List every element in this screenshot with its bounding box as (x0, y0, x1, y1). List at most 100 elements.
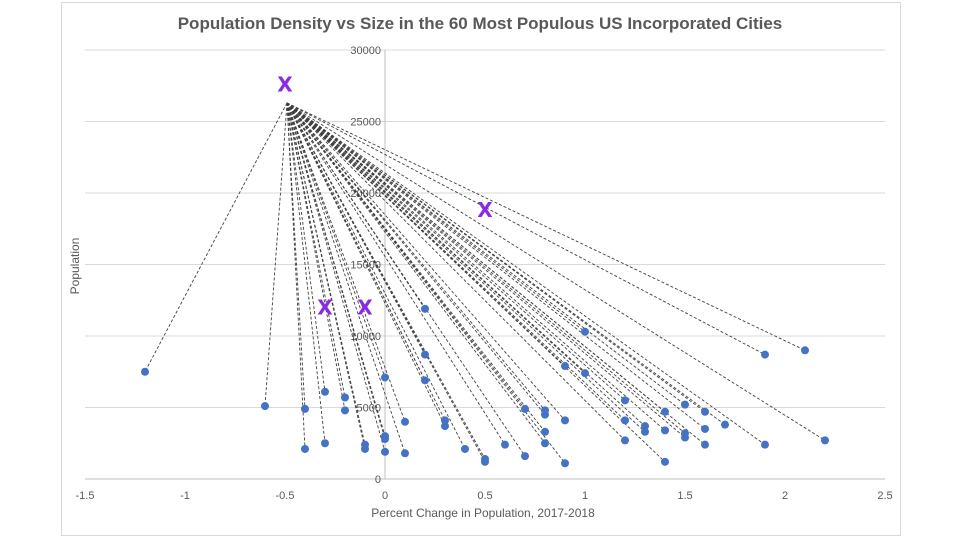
data-point-5 (321, 439, 329, 448)
connector-line-37 (286, 102, 626, 421)
data-point-32 (561, 416, 569, 425)
data-point-39 (641, 422, 649, 431)
data-point-0 (141, 367, 149, 376)
data-point-31 (561, 362, 569, 371)
connector-line-7 (286, 102, 346, 411)
data-point-53 (801, 346, 809, 355)
chart-area (61, 2, 901, 536)
data-point-7 (341, 406, 349, 415)
connector-line-15 (286, 102, 406, 454)
connector-line-33 (286, 102, 566, 464)
data-point-36 (621, 396, 629, 405)
data-point-51 (761, 350, 769, 359)
connector-line-54 (286, 102, 826, 441)
connector-line-36 (286, 102, 626, 401)
data-point-34 (581, 327, 589, 336)
data-point-23 (481, 457, 489, 466)
y-tick-label-3: 15000 (350, 260, 381, 272)
connector-line-12 (286, 102, 386, 440)
x-tick-label-7: 2 (782, 490, 788, 502)
connector-line-10 (286, 102, 386, 378)
connector-line-4 (286, 102, 326, 392)
connector-line-17 (286, 102, 426, 355)
data-point-38 (621, 436, 629, 445)
data-point-48 (701, 424, 709, 433)
x-tick-label-8: 2.5 (877, 490, 892, 502)
connector-line-32 (286, 102, 566, 421)
connector-line-27 (286, 102, 546, 411)
connector-line-38 (286, 102, 626, 441)
data-point-10 (381, 373, 389, 382)
data-point-14 (401, 417, 409, 426)
data-point-50 (721, 420, 729, 429)
connector-line-23 (286, 102, 486, 463)
data-point-18 (421, 376, 429, 385)
connector-line-5 (286, 102, 326, 444)
data-point-33 (561, 459, 569, 468)
connector-line-40 (286, 102, 646, 433)
connector-line-52 (286, 102, 766, 446)
cross-marker-3: X (357, 295, 373, 319)
data-point-9 (361, 444, 369, 453)
connector-line-0 (144, 102, 288, 372)
data-point-47 (701, 407, 709, 416)
connector-line-48 (286, 102, 706, 430)
y-tick-label-6: 30000 (350, 45, 381, 57)
x-tick-label-4: 0.5 (477, 490, 492, 502)
connector-line-19 (286, 102, 446, 421)
connector-line-51 (286, 102, 766, 355)
data-point-43 (661, 457, 669, 466)
connector-line-13 (286, 102, 386, 452)
data-point-37 (621, 416, 629, 425)
data-point-15 (401, 449, 409, 458)
data-point-13 (381, 447, 389, 456)
chart-title: Population Density vs Size in the 60 Mos… (177, 14, 783, 33)
data-point-16 (421, 304, 429, 313)
data-point-20 (441, 422, 449, 431)
connector-line-29 (286, 102, 546, 433)
y-tick-label-5: 25000 (350, 117, 381, 129)
data-point-28 (541, 410, 549, 419)
connector-line-24 (286, 102, 506, 445)
connector-line-42 (286, 102, 666, 431)
data-point-29 (541, 427, 549, 436)
data-point-24 (501, 440, 509, 449)
data-point-52 (761, 440, 769, 449)
data-point-25 (521, 404, 529, 413)
y-tick-label-0: 0 (375, 474, 381, 486)
x-axis-title: Percent Change in Population, 2017-2018 (371, 506, 595, 520)
connector-line-8 (286, 102, 366, 445)
connector-line-3 (286, 102, 306, 449)
x-tick-label-5: 1 (582, 490, 588, 502)
data-point-35 (581, 369, 589, 378)
connector-line-46 (286, 102, 686, 438)
data-point-21 (461, 444, 469, 453)
data-point-42 (661, 426, 669, 435)
connector-line-45 (286, 102, 686, 434)
connector-line-53 (286, 102, 806, 351)
data-point-4 (321, 387, 329, 396)
connector-line-41 (286, 102, 666, 413)
x-tick-label-6: 1.5 (677, 490, 692, 502)
cross-marker-1: X (477, 198, 493, 222)
data-point-26 (521, 452, 529, 461)
connector-line-49 (286, 102, 706, 446)
connector-line-21 (286, 102, 466, 450)
connector-line-28 (286, 102, 546, 415)
data-point-2 (301, 404, 309, 413)
data-point-40 (641, 427, 649, 436)
data-point-12 (381, 434, 389, 443)
data-point-6 (341, 393, 349, 402)
x-tick-label-2: -0.5 (276, 490, 295, 502)
connector-line-26 (286, 102, 526, 457)
data-point-41 (661, 407, 669, 416)
x-tick-label-3: 0 (382, 490, 388, 502)
connector-line-50 (286, 102, 726, 426)
connector-line-14 (286, 102, 406, 422)
data-point-1 (261, 402, 269, 411)
cross-marker-2: X (317, 295, 333, 319)
data-point-3 (301, 444, 309, 453)
connector-line-25 (286, 102, 526, 410)
data-point-30 (541, 439, 549, 448)
